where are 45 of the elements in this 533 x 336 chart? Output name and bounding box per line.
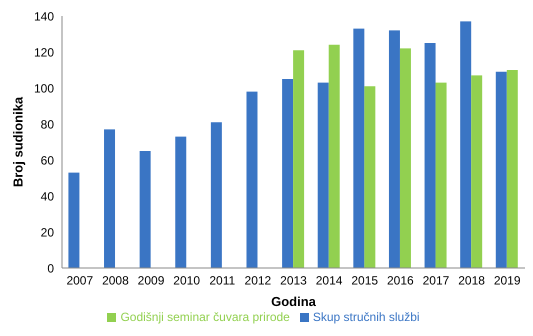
y-tick-label: 80 [40,117,54,132]
x-tick-label: 2009 [138,274,165,288]
bar [68,172,80,268]
bar [282,79,294,268]
y-tick-label: 0 [47,261,54,276]
x-tick-label: 2013 [280,274,308,288]
bar [436,82,447,268]
legend-label: Godišnji seminar čuvara prirode [120,310,290,324]
bar [328,44,340,268]
y-tick-label: 140 [34,9,54,24]
x-axis-title: Godina [271,294,317,309]
bar [140,151,151,268]
y-tick-label: 20 [40,225,54,240]
x-tick-label: 2008 [102,274,130,288]
y-tick-label: 100 [34,81,54,96]
bar [318,82,329,268]
x-tick-label: 2014 [316,274,343,288]
x-tick-label: 2016 [386,274,414,288]
bar [460,21,472,268]
x-tick-label: 2018 [458,274,486,288]
bar [388,30,400,268]
x-tick-label: 2007 [66,274,94,288]
bar [496,72,507,268]
bar [400,48,411,268]
y-tick-label: 40 [40,189,54,204]
bar [246,92,258,268]
x-tick-label: 2015 [351,274,378,288]
y-axis-title: Broj sudionika [10,96,26,188]
x-tick-label: 2010 [173,274,200,288]
bar [364,86,376,268]
y-tick-label: 60 [40,153,54,168]
legend-label: Skup stručnih službi [312,310,420,324]
bar [471,75,482,268]
bar [210,122,222,268]
bar [175,136,186,268]
x-tick-label: 2011 [209,274,236,288]
bar [424,43,436,268]
bar [353,28,364,268]
y-tick-label: 120 [34,45,54,60]
bar [104,129,116,268]
bar [293,50,304,268]
x-tick-label: 2017 [422,274,450,288]
x-tick-label: 2019 [494,274,521,288]
x-tick-label: 2012 [244,274,272,288]
bar [506,70,518,268]
